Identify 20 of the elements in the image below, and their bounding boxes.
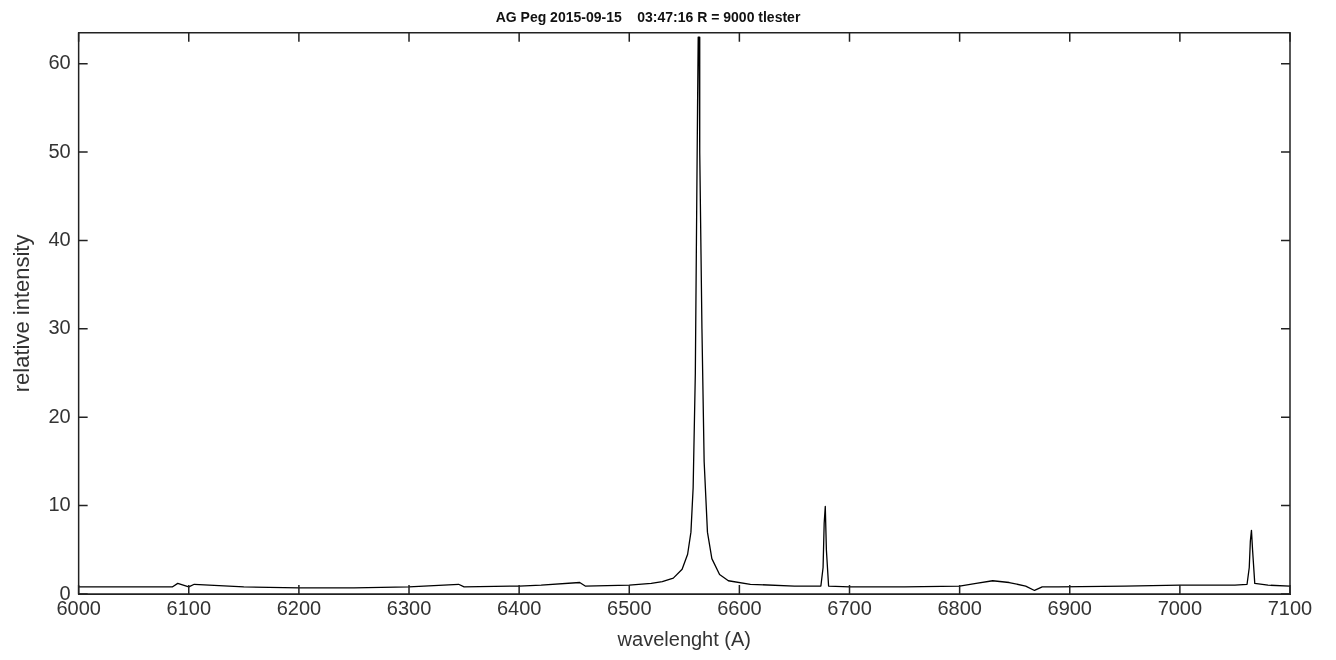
x-tick-label: 6900 xyxy=(1047,596,1092,619)
y-axis-title: relative intensity xyxy=(9,234,35,393)
x-tick-label: 6400 xyxy=(496,596,542,619)
x-tick-label: 6700 xyxy=(827,596,872,619)
x-tick-label: 7000 xyxy=(1157,596,1203,619)
x-tick-label: 6500 xyxy=(607,596,652,619)
y-tick-label: 10 xyxy=(48,493,71,516)
y-tick-label: 60 xyxy=(48,51,71,74)
y-tick-label: 30 xyxy=(48,316,71,339)
y-tick-label: 20 xyxy=(48,404,71,427)
x-tick-label: 6300 xyxy=(386,596,432,619)
x-tick-label: 6800 xyxy=(937,596,982,619)
x-tick-label: 6100 xyxy=(166,596,212,619)
x-tick-label: 6200 xyxy=(276,596,322,619)
chart-title: AG Peg 2015-09-15 03:47:16 R = 9000 tlester xyxy=(495,9,801,26)
x-tick-label: 6600 xyxy=(717,596,762,619)
x-axis-title: wavelenght (A) xyxy=(616,627,752,650)
y-tick-label: 40 xyxy=(48,228,71,250)
y-tick-label: 50 xyxy=(48,139,71,162)
x-tick-label: 7100 xyxy=(1267,596,1313,619)
